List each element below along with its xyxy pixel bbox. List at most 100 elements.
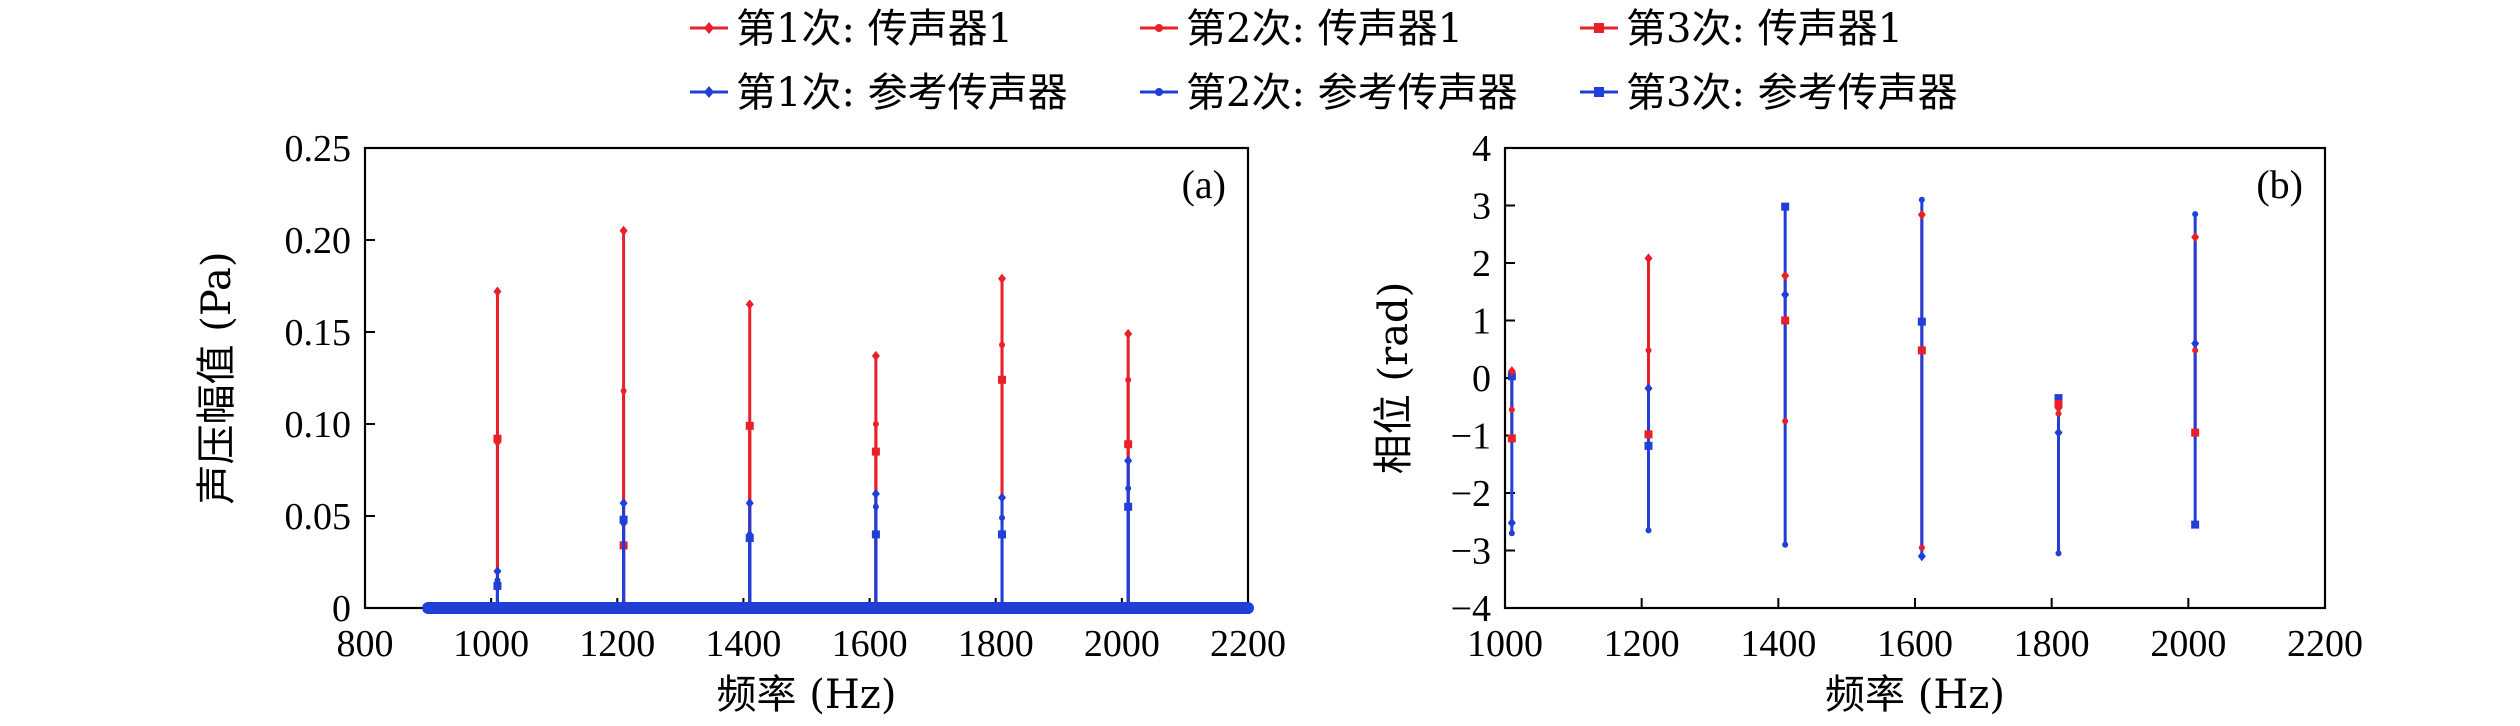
data-point [1124,440,1133,449]
data-point [1782,541,1789,548]
series [1508,196,2199,557]
x-tick-label: 1800 [2014,623,2090,665]
data-point [1124,328,1133,339]
data-point [493,581,502,590]
series [1507,316,2200,443]
data-point [871,530,880,539]
series [493,502,1133,608]
data-point [2055,410,2062,417]
legend-label: 第1次: 参考传声器 [736,70,1068,116]
data-point [619,498,628,509]
legend-marker [1155,24,1163,32]
y-axis-label: 相位 (rad) [1371,282,1417,475]
data-point [1781,289,1790,300]
data-point [999,514,1006,521]
data-point [872,503,879,510]
data-point [745,299,754,310]
data-point [1507,366,1516,377]
series [493,225,1133,608]
data-point [1644,441,1653,450]
x-tick-label: 1600 [832,623,908,665]
data-point [871,488,880,499]
data-point [998,492,1007,503]
plot-frame [1503,146,2327,610]
x-axis-label: 频率 (Hz) [1825,672,2005,718]
x-tick-label: 1400 [705,623,781,665]
y-tick-label: 0 [332,588,351,630]
data-point [1782,418,1789,425]
y-tick-label: 0.10 [285,404,352,446]
series [494,341,1132,608]
series [493,375,1133,608]
legend-label: 第2次: 传声器1 [1186,6,1463,52]
data-point [1644,383,1653,394]
series-group [422,225,1254,614]
legend: 第1次: 传声器1 第2次: 传声器1 第3次: 传声器1 第1次: 参考传声器 第2次… [690,6,1958,116]
legend-label: 第2次: 参考传声器 [1186,70,1518,116]
data-point [2192,347,2199,354]
y-tick-label: 0.15 [285,312,352,354]
y-tick-label: 0.25 [285,128,352,170]
legend-entry: 第2次: 参考传声器 [1140,70,1518,116]
data-point [1645,527,1652,534]
series [493,455,1133,608]
data-point [2191,338,2200,349]
data-point [1918,196,1925,203]
data-point [493,286,502,297]
data-point [494,577,501,584]
data-point [493,566,502,577]
data-point [1917,551,1926,562]
legend-entry: 第1次: 参考传声器 [690,70,1068,116]
x-tick-label: 2000 [1084,623,1160,665]
data-point [1781,270,1790,281]
data-point [493,434,502,443]
data-point [1917,209,1926,220]
panel-tag: (b) [2256,162,2303,207]
x-tick-label: 800 [337,623,394,665]
data-point [1507,372,1516,381]
legend-marker [1594,87,1604,97]
data-point [1645,347,1652,354]
legend-entry: 第2次: 传声器1 [1140,6,1463,52]
data-point [2191,232,2200,243]
data-point [1781,316,1790,325]
y-tick-label: 3 [1472,186,1491,228]
data-point [1507,434,1516,443]
data-point [998,530,1007,539]
y-tick-label: −2 [1451,473,1491,515]
y-tick-label: 0.05 [285,496,352,538]
data-point [1507,517,1516,528]
y-axis-label: 声压幅值 (Pa) [194,252,240,505]
data-point [745,534,754,543]
x-tick-label: 2000 [2150,623,2226,665]
series [1507,202,2200,529]
series-group [1507,196,2200,562]
data-point [1125,485,1132,492]
data-point [1508,406,1515,413]
x-axis-label: 频率 (Hz) [717,672,897,718]
legend-label: 第3次: 参考传声器 [1626,70,1958,116]
x-tick-label: 1800 [958,623,1034,665]
data-point [620,387,627,394]
phase-spans [1510,199,2197,557]
data-point [1918,544,1925,551]
data-point [2191,520,2200,529]
data-point [1508,530,1515,537]
data-point [1124,455,1133,466]
data-point [872,421,879,427]
x-tick-label: 1200 [1604,623,1680,665]
data-point [1124,502,1133,511]
legend-label: 第1次: 传声器1 [736,6,1013,52]
y-tick-label: 4 [1472,128,1491,170]
y-tick-label: 0.20 [285,220,352,262]
legend-marker [704,22,714,34]
y-tick-label: 1 [1472,301,1491,343]
data-point [1917,346,1926,355]
x-tick-label: 1000 [453,623,529,665]
series [1508,347,2199,551]
data-point [1644,253,1653,264]
x-tick-label: 1200 [579,623,655,665]
legend-entry: 第3次: 参考传声器 [1580,70,1958,116]
data-point [2054,399,2063,408]
